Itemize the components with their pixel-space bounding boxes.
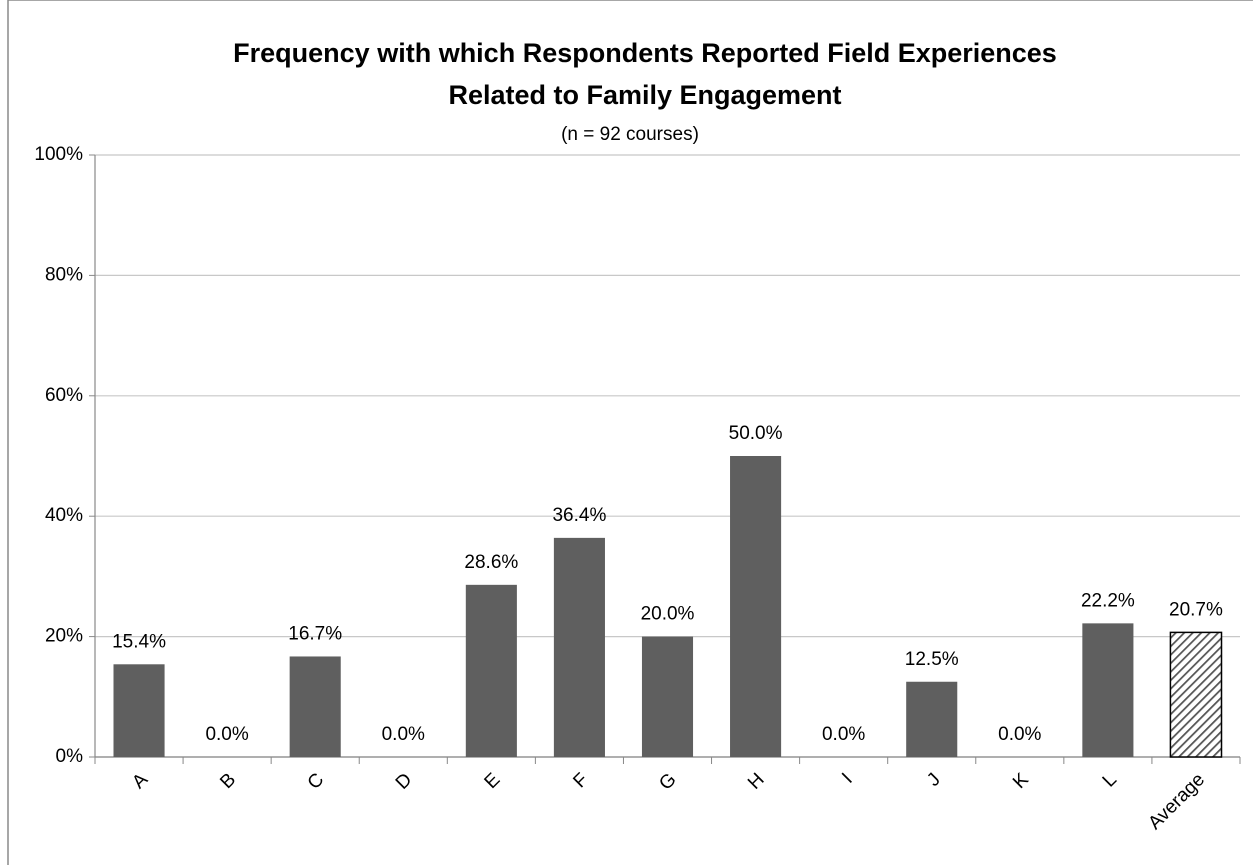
data-label: 20.7% [1169,599,1223,620]
x-tick-label: E [481,769,505,793]
data-label: 0.0% [382,724,425,745]
data-label: 12.5% [905,649,959,670]
bar [465,584,517,757]
data-label: 50.0% [729,423,783,444]
data-label: 22.2% [1081,590,1135,611]
data-label: 36.4% [552,505,606,526]
x-tick-label: F [569,769,592,792]
data-label: 0.0% [205,724,248,745]
chart-border [7,0,1253,865]
bar [641,636,694,757]
chart-subtitle: (n = 92 courses) [561,124,699,145]
data-label: 28.6% [464,552,518,573]
x-tick-label: C [304,769,329,794]
data-label: 16.7% [288,623,342,644]
data-label: 0.0% [822,724,865,745]
bar [1169,631,1223,758]
y-tick-label: 100% [34,144,83,165]
y-tick-label: 20% [45,626,83,647]
bar [289,656,341,757]
x-tick-label: J [923,769,945,791]
y-tick-label: 80% [45,264,83,285]
chart-title: Related to Family Engagement [448,80,841,110]
bar [730,456,782,757]
x-tick-label: I [838,769,857,788]
data-label: 20.0% [641,604,695,625]
x-tick-label: G [655,769,680,794]
y-tick-label: 0% [56,746,84,767]
y-tick-label: 60% [45,385,83,406]
y-tick-label: 40% [45,505,83,526]
x-tick-label: Average [1144,769,1209,834]
x-tick-label: B [216,769,240,793]
data-label: 0.0% [998,724,1041,745]
bar [1082,623,1134,757]
x-tick-label: K [1009,769,1033,793]
x-tick-label: H [744,769,769,794]
x-tick-label: A [128,769,152,793]
chart-title: Frequency with which Respondents Reporte… [233,38,1057,68]
data-label: 15.4% [112,631,166,652]
x-tick-label: L [1099,769,1121,791]
x-tick-label: D [392,769,417,794]
bar [553,537,605,757]
bar [906,681,958,757]
bar [113,664,165,757]
